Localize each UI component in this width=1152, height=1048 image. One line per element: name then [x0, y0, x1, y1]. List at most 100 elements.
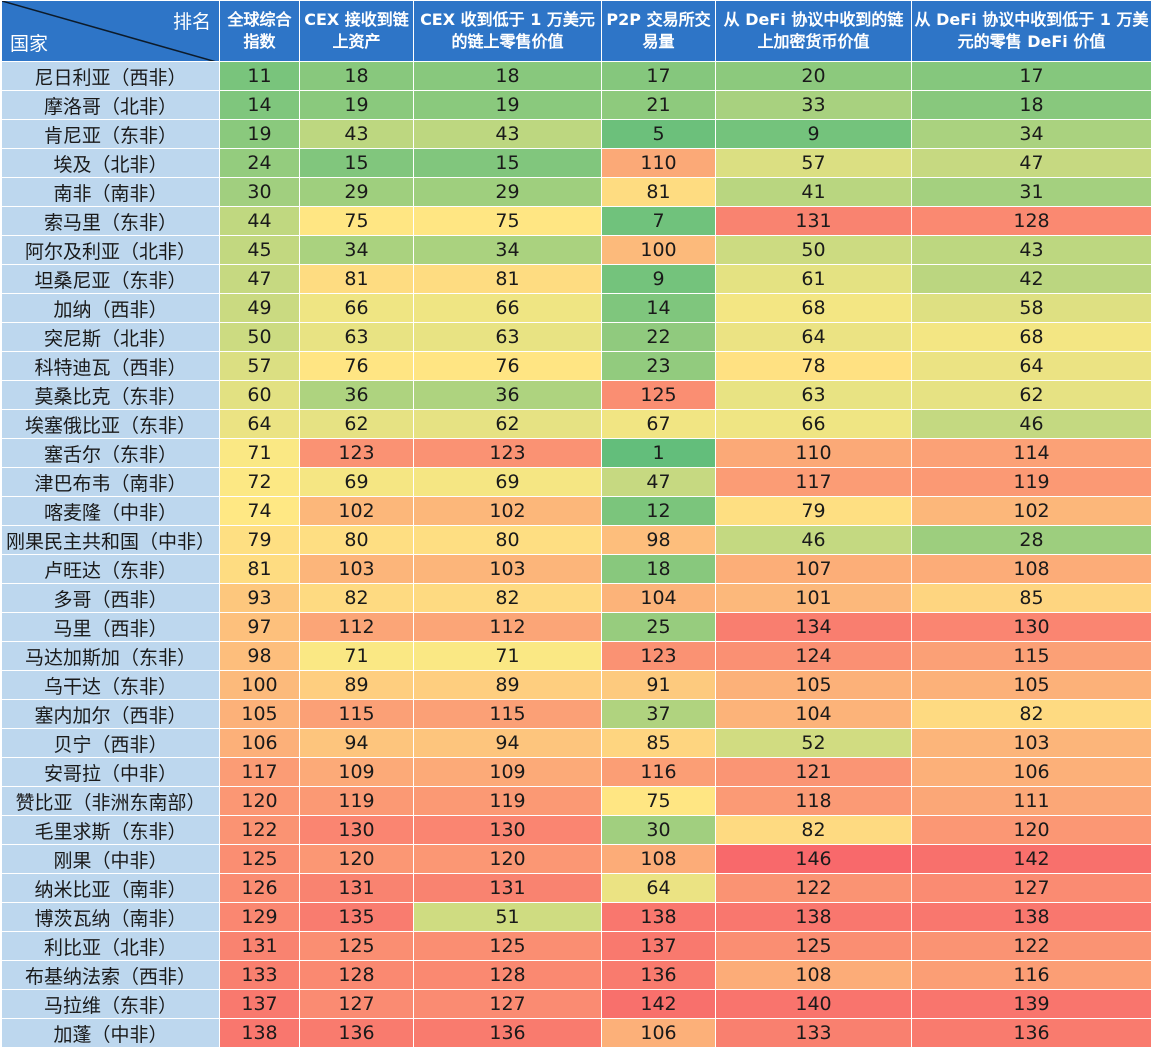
country-cell: 刚果（中非）: [1, 844, 220, 874]
rank-cell: 119: [911, 467, 1152, 497]
rank-cell: 12: [601, 496, 716, 526]
table-row: 肯尼亚（东非） 19 43 43 5 9 34: [1, 119, 1152, 149]
country-cell: 塞内加尔（西非）: [1, 699, 220, 729]
rank-cell: 139: [911, 989, 1152, 1019]
rank-cell: 105: [715, 670, 912, 700]
table-row: 喀麦隆（中非） 74 102 102 12 79 102: [1, 496, 1152, 526]
rank-cell: 123: [299, 438, 414, 468]
rank-cell: 72: [219, 467, 300, 497]
header-row: 排名 国家 全球综合指数 CEX 接收到链上资产 CEX 收到低于 1 万美元的…: [1, 0, 1152, 62]
rank-cell: 69: [299, 467, 414, 497]
rank-cell: 120: [299, 844, 414, 874]
rank-cell: 115: [299, 699, 414, 729]
rank-cell: 127: [299, 989, 414, 1019]
rank-cell: 108: [911, 554, 1152, 584]
rank-cell: 46: [715, 525, 912, 555]
rank-cell: 50: [219, 322, 300, 352]
rank-cell: 137: [219, 989, 300, 1019]
rank-cell: 138: [219, 1018, 300, 1048]
rank-cell: 103: [299, 554, 414, 584]
table-row: 埃及（北非） 24 15 15 110 57 47: [1, 148, 1152, 178]
rank-cell: 138: [601, 902, 716, 932]
country-cell: 布基纳法索（西非）: [1, 960, 220, 990]
rank-cell: 50: [715, 235, 912, 265]
rank-cell: 21: [601, 90, 716, 120]
table-row: 津巴布韦（南非） 72 69 69 47 117 119: [1, 467, 1152, 497]
rank-cell: 105: [911, 670, 1152, 700]
rank-cell: 18: [911, 90, 1152, 120]
rank-cell: 64: [911, 351, 1152, 381]
country-cell: 刚果民主共和国（中非）: [1, 525, 220, 555]
rank-cell: 30: [219, 177, 300, 207]
rank-cell: 117: [715, 467, 912, 497]
rank-cell: 102: [911, 496, 1152, 526]
column-header-defi-value: 从 DeFi 协议中收到的链上加密货币价值: [715, 0, 912, 62]
rank-cell: 130: [911, 612, 1152, 642]
rank-cell: 110: [601, 148, 716, 178]
rank-cell: 5: [601, 119, 716, 149]
table-row: 马里（西非） 97 112 112 25 134 130: [1, 612, 1152, 642]
rank-cell: 19: [413, 90, 602, 120]
rank-cell: 33: [715, 90, 912, 120]
rank-cell: 131: [299, 873, 414, 903]
rank-cell: 131: [715, 206, 912, 236]
rank-cell: 64: [219, 409, 300, 439]
rank-cell: 43: [299, 119, 414, 149]
country-cell: 卢旺达（东非）: [1, 554, 220, 584]
country-cell: 索马里（东非）: [1, 206, 220, 236]
country-cell: 博茨瓦纳（南非）: [1, 902, 220, 932]
rank-cell: 112: [413, 612, 602, 642]
rank-cell: 61: [715, 264, 912, 294]
column-header-cex-retail: CEX 收到低于 1 万美元的链上零售价值: [413, 0, 602, 62]
rank-cell: 108: [715, 960, 912, 990]
country-cell: 贝宁（西非）: [1, 728, 220, 758]
rank-cell: 52: [715, 728, 912, 758]
rank-cell: 11: [219, 61, 300, 91]
rank-cell: 20: [715, 61, 912, 91]
rank-cell: 103: [911, 728, 1152, 758]
rank-cell: 74: [219, 496, 300, 526]
rank-cell: 71: [413, 641, 602, 671]
rank-cell: 140: [715, 989, 912, 1019]
rank-cell: 81: [601, 177, 716, 207]
rank-cell: 124: [715, 641, 912, 671]
rank-cell: 17: [601, 61, 716, 91]
rank-cell: 133: [219, 960, 300, 990]
rank-cell: 125: [219, 844, 300, 874]
rank-cell: 51: [413, 902, 602, 932]
rank-cell: 125: [601, 380, 716, 410]
rank-cell: 94: [299, 728, 414, 758]
rank-cell: 78: [715, 351, 912, 381]
rank-cell: 75: [299, 206, 414, 236]
rank-cell: 44: [219, 206, 300, 236]
rank-cell: 125: [299, 931, 414, 961]
table-row: 摩洛哥（北非） 14 19 19 21 33 18: [1, 90, 1152, 120]
country-cell: 乌干达（东非）: [1, 670, 220, 700]
rank-cell: 71: [219, 438, 300, 468]
rank-cell: 66: [413, 293, 602, 323]
country-cell: 埃及（北非）: [1, 148, 220, 178]
rank-cell: 79: [219, 525, 300, 555]
rank-cell: 68: [715, 293, 912, 323]
country-cell: 马里（西非）: [1, 612, 220, 642]
rank-cell: 120: [911, 815, 1152, 845]
country-cell: 喀麦隆（中非）: [1, 496, 220, 526]
rank-cell: 41: [715, 177, 912, 207]
rank-cell: 115: [413, 699, 602, 729]
rank-cell: 82: [715, 815, 912, 845]
rank-cell: 142: [601, 989, 716, 1019]
rank-cell: 22: [601, 322, 716, 352]
rank-cell: 131: [219, 931, 300, 961]
rank-cell: 122: [715, 873, 912, 903]
table-row: 尼日利亚（西非） 11 18 18 17 20 17: [1, 61, 1152, 91]
rank-cell: 117: [219, 757, 300, 787]
rank-cell: 28: [911, 525, 1152, 555]
rank-cell: 125: [715, 931, 912, 961]
country-cell: 多哥（西非）: [1, 583, 220, 613]
rank-cell: 80: [413, 525, 602, 555]
table-row: 刚果（中非） 125 120 120 108 146 142: [1, 844, 1152, 874]
rank-cell: 31: [911, 177, 1152, 207]
corner-header: 排名 国家: [1, 0, 220, 62]
rank-cell: 118: [715, 786, 912, 816]
table-row: 刚果民主共和国（中非） 79 80 80 98 46 28: [1, 525, 1152, 555]
